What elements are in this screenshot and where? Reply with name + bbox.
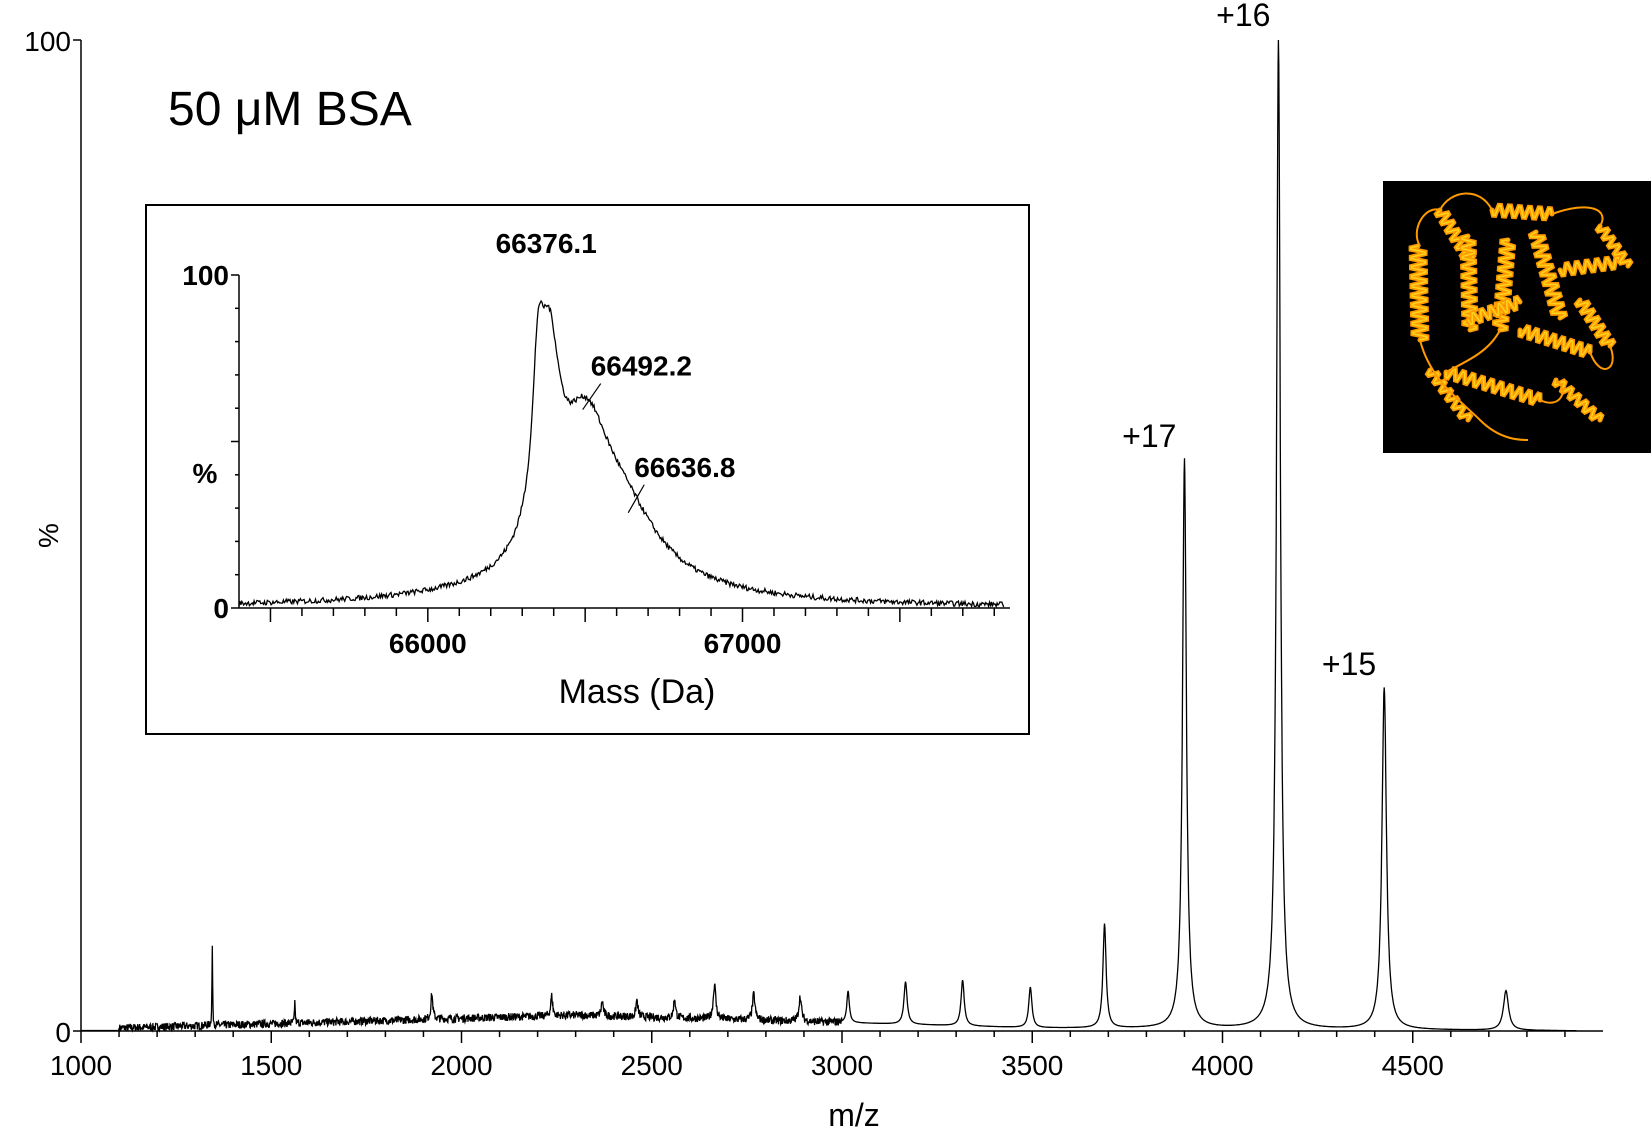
inset-x-axis-label: Mass (Da) bbox=[559, 673, 716, 711]
main-x-ticks: 1000 1500 2000 2500 3000 3500 4000 4500 bbox=[50, 1031, 1566, 1081]
protein-loop bbox=[1589, 345, 1614, 370]
main-y-tick-label: 100 bbox=[24, 26, 71, 57]
inset-peak-annotation: 66376.1 bbox=[496, 228, 597, 259]
protein-helix-highlight bbox=[1519, 325, 1591, 357]
charge-state-labels: +17 +16 +15 bbox=[1122, 0, 1376, 682]
main-x-tick-label: 2000 bbox=[430, 1050, 492, 1081]
inset-peak-annotation: 66636.8 bbox=[634, 452, 735, 483]
charge-state-label: +17 bbox=[1122, 418, 1176, 454]
protein-helix-highlight bbox=[1461, 235, 1477, 331]
inset-x-tick-label: 66000 bbox=[389, 628, 467, 659]
protein-helix-highlight bbox=[1559, 256, 1621, 276]
inset-peak-annotation: 66492.2 bbox=[591, 351, 692, 382]
protein-loop bbox=[1539, 379, 1564, 404]
inset-spectrum-trace bbox=[238, 299, 1005, 609]
protein-structure-image bbox=[1383, 181, 1651, 453]
protein-helix-highlight bbox=[1426, 369, 1472, 421]
protein-helix-highlight bbox=[1410, 245, 1428, 341]
inset-annotation-leader bbox=[582, 383, 602, 410]
protein-helix-highlight bbox=[1529, 231, 1567, 319]
main-x-tick-label: 4000 bbox=[1191, 1050, 1253, 1081]
inset-y-tick-label: 0 bbox=[213, 593, 229, 624]
inset-y-axis-label: % bbox=[193, 458, 218, 489]
inset-annotation-leader bbox=[627, 484, 645, 514]
inset-y-tick-label: 100 bbox=[182, 260, 229, 291]
protein-helix-highlight bbox=[1575, 299, 1615, 347]
main-x-tick-label: 2500 bbox=[621, 1050, 683, 1081]
inset-x-tick-label: 67000 bbox=[704, 628, 782, 659]
protein-helix-highlight bbox=[1445, 367, 1541, 405]
protein-loop bbox=[1551, 206, 1604, 227]
charge-state-label: +15 bbox=[1322, 646, 1376, 682]
charge-state-label: +16 bbox=[1216, 0, 1270, 33]
inset-x-ticks: 66000 67000 bbox=[269, 608, 996, 659]
main-x-tick-label: 3000 bbox=[811, 1050, 873, 1081]
protein-helix-highlight bbox=[1491, 204, 1553, 220]
main-x-tick-label: 4500 bbox=[1382, 1050, 1444, 1081]
sample-label: 50 μM BSA bbox=[168, 83, 412, 136]
protein-loop bbox=[1445, 329, 1501, 373]
protein-loop bbox=[1419, 339, 1529, 441]
main-x-tick-label: 3500 bbox=[1001, 1050, 1063, 1081]
protein-ribbon bbox=[1408, 192, 1634, 441]
main-x-tick-label: 1000 bbox=[50, 1050, 112, 1081]
main-y-ticks: 0 100 bbox=[24, 26, 81, 1048]
main-y-tick-label: 0 bbox=[55, 1017, 71, 1048]
main-spectrum-trace bbox=[81, 39, 1577, 1033]
inset-y-ticks: 0 100 bbox=[182, 260, 239, 624]
main-y-axis-label: % bbox=[33, 523, 64, 548]
inset-peak-annotations: 66376.1 66492.2 66636.8 bbox=[496, 228, 735, 514]
inset-mass-spectrum: 0 100 66000 67000 % Mass (Da) 66376.1 66492… bbox=[145, 204, 1030, 735]
main-x-tick-label: 1500 bbox=[240, 1050, 302, 1081]
protein-helix-highlight bbox=[1467, 296, 1521, 326]
protein-helix-highlight bbox=[1553, 379, 1603, 421]
protein-helix-highlight bbox=[1596, 225, 1632, 267]
inset-frame bbox=[145, 204, 1030, 735]
protein-loop bbox=[1415, 208, 1441, 247]
main-x-axis-label: m/z bbox=[828, 1097, 880, 1130]
protein-loop bbox=[1439, 192, 1493, 211]
